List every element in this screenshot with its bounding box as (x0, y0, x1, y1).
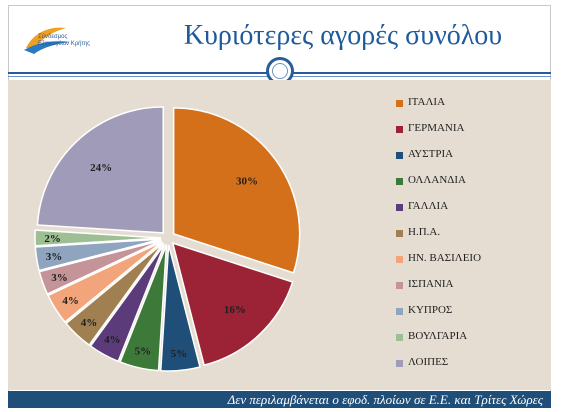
pie-data-label: 5% (135, 346, 152, 358)
legend-swatch (396, 178, 403, 185)
legend-swatch (396, 256, 403, 263)
legend-swatch (396, 308, 403, 315)
footer-note: Δεν περιλαμβάνεται ο εφοδ. πλοίων σε Ε.Ε… (227, 392, 543, 407)
pie-data-label: 3% (51, 272, 68, 284)
page-title: Κυριότερες αγορές συνόλου (183, 20, 503, 51)
pie-data-label: 16% (224, 304, 246, 316)
legend-swatch (396, 204, 403, 211)
pie-data-label: 4% (104, 334, 121, 346)
legend-label: ΙΣΠΑΝΙΑ (408, 278, 454, 290)
legend-label: ΑΥΣΤΡΙΑ (408, 148, 454, 160)
pie-slice (159, 244, 201, 372)
legend-label: ΗΝ. ΒΑΣΙΛΕΙΟ (408, 252, 482, 264)
legend-swatch (396, 230, 403, 237)
legend-label: ΛΟΙΠΕΣ (408, 356, 449, 368)
logo-icon (24, 27, 70, 54)
pie-data-label: 2% (44, 233, 61, 245)
pie-slice (34, 238, 162, 272)
legend-swatch (396, 360, 403, 367)
pie-data-label: 24% (90, 162, 112, 174)
legend-swatch (396, 334, 403, 341)
legend-swatch (396, 100, 403, 107)
pie-data-label: 30% (236, 176, 258, 188)
legend-label: ΙΤΑΛΙΑ (408, 96, 446, 108)
pie-chart: 30%16%5%5%4%4%4%3%3%2%24% (34, 106, 301, 372)
pie-slice (36, 106, 164, 234)
pie-data-label: 4% (81, 317, 98, 329)
pie-slice (47, 241, 163, 324)
legend-swatch (396, 282, 403, 289)
pie-data-label: 4% (62, 295, 79, 307)
legend-swatch (396, 126, 403, 133)
legend-label: ΚΥΠΡΟΣ (408, 304, 453, 316)
legend-label: ΒΟΥΛΓΑΡΙΑ (408, 330, 468, 342)
pie-slice (172, 107, 301, 274)
legend-label: ΓΕΡΜΑΝΙΑ (408, 122, 465, 134)
pie-data-label: 5% (171, 348, 188, 360)
pie-slice (34, 229, 162, 247)
pie-slice (119, 244, 168, 372)
pie-slice (38, 239, 162, 296)
pie-data-label: 3% (46, 251, 63, 263)
legend-label: ΟΛΛΑΝΔΙΑ (408, 174, 466, 186)
logo-text: Σύνδεσμος Εξαγωγέων Κρήτης (38, 34, 91, 47)
pie-slice (65, 242, 164, 347)
pie-slice (171, 241, 294, 367)
footer-bar: Δεν περιλαμβάνεται ο εφοδ. πλοίων σε Ε.Ε… (8, 391, 551, 408)
legend-label: Η.Π.Α. (408, 226, 441, 238)
legend-label: ΓΑΛΛΙΑ (408, 200, 449, 212)
pie-slice (89, 243, 166, 363)
legend-swatch (396, 152, 403, 159)
